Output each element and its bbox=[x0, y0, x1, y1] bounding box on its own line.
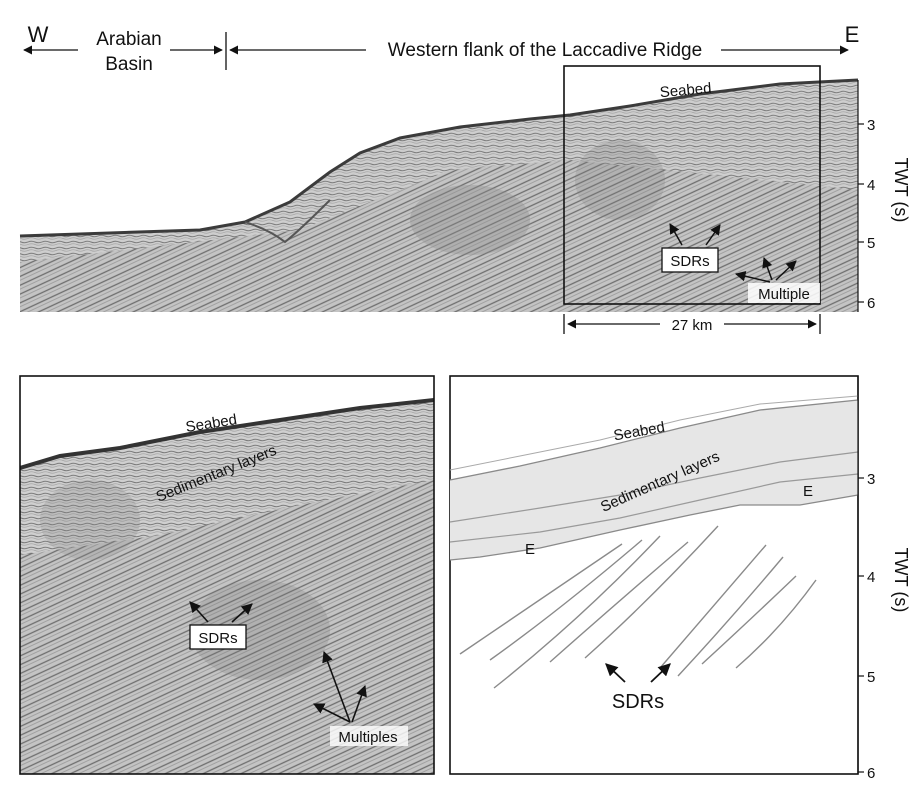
zoom-box bbox=[563, 65, 821, 305]
br-e-right-label: E bbox=[803, 483, 813, 500]
top-twt-tick-5: 5 bbox=[867, 235, 875, 252]
top-multiple-label: Multiple bbox=[758, 286, 810, 303]
sediment-band bbox=[450, 400, 858, 560]
top-sdrs-label: SDRs bbox=[670, 253, 709, 270]
scale-label: 27 km bbox=[672, 317, 713, 334]
br-sdrs-label: SDRs bbox=[612, 691, 664, 713]
base-sediment-horizon bbox=[449, 494, 859, 561]
bl-sdrs-label: SDRs bbox=[198, 630, 237, 647]
br-sdrs-arrow-left bbox=[605, 663, 626, 683]
top-sdrs-box bbox=[661, 247, 719, 273]
top-seabed-label: Seabed bbox=[659, 80, 712, 101]
top-sdrs-arrow-left bbox=[669, 223, 683, 246]
sdr-reflectors bbox=[459, 525, 817, 689]
bottom-twt-tick-3: 3 bbox=[867, 471, 875, 488]
top-twt-label: TWT (s) bbox=[891, 158, 911, 223]
bl-sdrs-box bbox=[189, 624, 247, 650]
bottom-right-panel: Seabed Sedimentary layers E E SDRs 3 4 5… bbox=[449, 375, 911, 782]
top-multiple-arrow-2 bbox=[762, 257, 773, 281]
bottom-left-panel: Seabed Sedimentary layers SDRs Multiples bbox=[19, 375, 435, 775]
top-panel: W E Arabian Basin Western flank of the L… bbox=[19, 22, 911, 334]
top-twt-tick-6: 6 bbox=[867, 295, 875, 312]
bl-multiples-arrow-2 bbox=[322, 650, 351, 723]
bottom-left-frame bbox=[19, 375, 435, 775]
top-multiple-arrow-3 bbox=[775, 260, 797, 281]
east-label: E bbox=[845, 22, 860, 47]
bl-multiples-arrow-3 bbox=[351, 684, 367, 723]
internal-horizon bbox=[449, 451, 859, 523]
top-multiple-bg bbox=[748, 283, 820, 303]
arabian-basin-label-line1: Arabian bbox=[96, 29, 162, 50]
bottom-twt-tick-6: 6 bbox=[867, 765, 875, 782]
bl-sdrs-arrow-left bbox=[189, 601, 209, 623]
bottom-twt-tick-4: 4 bbox=[867, 569, 875, 586]
br-sdrs-arrow-right bbox=[650, 663, 671, 683]
top-sdrs-arrow-right bbox=[705, 224, 721, 246]
ridge-label: Western flank of the Laccadive Ridge bbox=[388, 40, 702, 61]
west-label: W bbox=[28, 22, 49, 47]
arabian-basin-label-line2: Basin bbox=[105, 54, 153, 75]
bottom-twt-tick-5: 5 bbox=[867, 669, 875, 686]
internal-horizon-2 bbox=[449, 473, 859, 543]
bl-multiples-label: Multiples bbox=[338, 729, 397, 746]
br-e-left-label: E bbox=[525, 541, 535, 558]
bl-sdrs-arrow-right bbox=[231, 603, 253, 623]
top-multiple-arrow-1 bbox=[734, 271, 771, 283]
bottom-twt-label: TWT (s) bbox=[891, 548, 911, 613]
seabed-horizon bbox=[449, 399, 859, 481]
bl-multiples-arrow-1 bbox=[312, 703, 351, 723]
top-seismic-profile bbox=[19, 78, 859, 312]
bl-multiples-bg bbox=[330, 726, 408, 746]
top-twt-tick-3: 3 bbox=[867, 117, 875, 134]
top-twt-tick-4: 4 bbox=[867, 177, 875, 194]
